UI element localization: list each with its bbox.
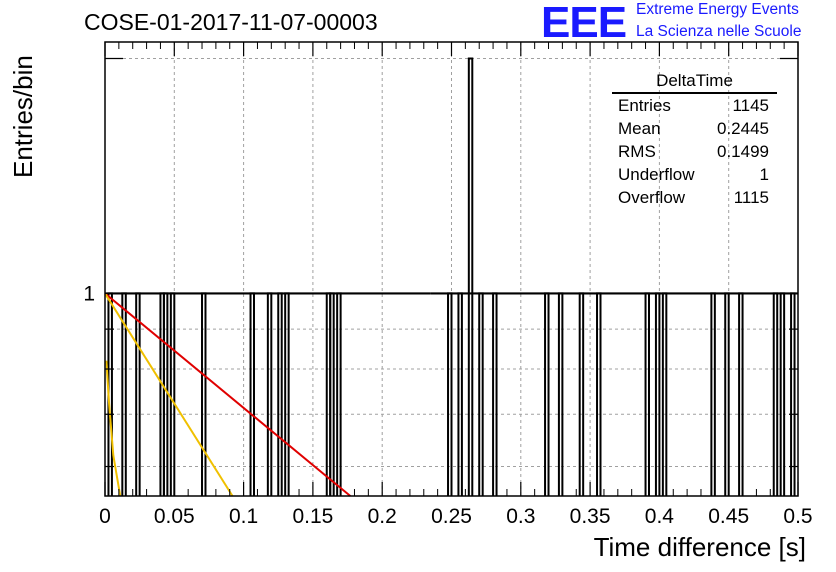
x-tick-label: 0.35 — [570, 505, 611, 528]
eee-logo: EEE — [541, 0, 627, 47]
stats-row-overflow: Overflow 1115 — [612, 186, 777, 209]
histogram-bar — [135, 292, 141, 496]
stats-value: 1115 — [733, 188, 769, 207]
x-tick-label: 0.25 — [431, 505, 472, 528]
stats-value: 1 — [759, 165, 769, 184]
stats-row-entries: Entries 1145 — [612, 94, 777, 117]
histogram-bar — [738, 292, 744, 496]
histogram-bar — [772, 292, 779, 496]
x-tick-label: 0 — [99, 505, 111, 528]
stats-label: Underflow — [618, 165, 695, 184]
x-tick-label: 0.4 — [645, 505, 675, 528]
histogram-bar — [661, 292, 668, 496]
stats-value: 1145 — [732, 96, 769, 115]
histogram-bar — [492, 292, 498, 496]
histogram-bar — [596, 292, 602, 496]
histogram-bar — [457, 292, 463, 496]
histogram-bar — [544, 292, 550, 496]
stats-row-mean: Mean 0.2445 — [612, 117, 777, 140]
histogram-bar — [277, 292, 283, 496]
histogram-bar — [724, 292, 730, 496]
x-tick-label: 0.3 — [506, 505, 535, 528]
stats-label: Mean — [618, 119, 661, 138]
stats-row-underflow: Underflow 1 — [612, 163, 777, 186]
stats-label: RMS — [618, 142, 656, 161]
histogram-bar — [329, 292, 335, 496]
histogram-bar — [121, 292, 127, 496]
histogram-bar — [169, 292, 176, 496]
y-axis-label: Entries/bin — [8, 55, 38, 178]
stats-box-title: DeltaTime — [612, 71, 777, 94]
histogram-bar — [249, 292, 255, 496]
histogram-bar — [447, 292, 453, 496]
x-tick-label: 0.5 — [783, 505, 812, 528]
histogram-bar — [201, 292, 207, 496]
stats-row-rms: RMS 0.1499 — [612, 140, 777, 163]
chart-title: COSE-01-2017-11-07-00003 — [84, 9, 378, 35]
stats-label: Overflow — [618, 188, 686, 207]
histogram-bar — [779, 292, 786, 496]
histogram-bar — [557, 292, 564, 496]
x-tick-label: 0.2 — [368, 505, 397, 528]
stats-box: DeltaTime Entries 1145 Mean 0.2445 RMS 0… — [612, 71, 777, 209]
histogram-bar — [284, 292, 290, 496]
stats-value: 0.2445 — [717, 119, 769, 138]
histogram-bar — [578, 292, 585, 496]
histogram-bar — [266, 292, 273, 496]
stats-value: 0.1499 — [717, 142, 769, 161]
fit-curve — [105, 360, 122, 497]
histogram-bar — [467, 57, 474, 496]
logo-subtitle-2: La Scienza nelle Scuole — [636, 23, 802, 40]
x-tick-label: 0.45 — [708, 505, 749, 528]
x-tick-label: 0.1 — [229, 505, 258, 528]
histogram-bar — [644, 292, 651, 496]
histogram-bar — [654, 292, 661, 496]
histogram-bar — [162, 292, 169, 496]
fit-curve — [104, 292, 351, 497]
histogram-bar — [478, 292, 484, 496]
y-tick-label: 1 — [83, 282, 95, 305]
stats-label: Entries — [618, 96, 671, 115]
x-tick-label: 0.05 — [154, 505, 195, 528]
x-axis-label: Time difference [s] — [593, 532, 806, 562]
logo-subtitle-1: Extreme Energy Events — [636, 1, 799, 18]
x-tick-label: 0.15 — [292, 505, 333, 528]
histogram-bar — [710, 292, 716, 496]
histogram-bar — [336, 292, 342, 496]
fit-curve — [104, 292, 234, 497]
histogram-bar — [790, 292, 796, 496]
